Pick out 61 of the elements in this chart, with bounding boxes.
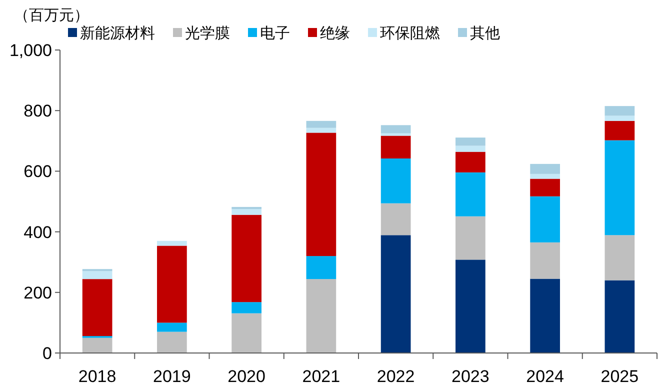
y-tick-label: 400 — [24, 222, 52, 242]
legend-label: 其他 — [470, 25, 500, 42]
bar — [306, 279, 336, 353]
y-tick-label: 800 — [24, 102, 52, 121]
bar — [82, 271, 112, 280]
bar — [380, 235, 411, 353]
bar — [232, 206, 262, 210]
y-tick-label: 1,000 — [9, 40, 52, 60]
bar — [530, 178, 560, 196]
x-tick-label: 2018 — [78, 367, 116, 386]
legend-label: 绝缘 — [320, 25, 350, 42]
x-tick-label: 2020 — [228, 367, 266, 386]
bar — [380, 203, 411, 236]
y-tick-label: 200 — [24, 283, 52, 302]
legend-label: 光学膜 — [185, 25, 230, 42]
bar — [530, 164, 560, 174]
bar — [82, 338, 112, 353]
bar — [306, 128, 336, 133]
bar — [456, 138, 486, 146]
bar — [604, 280, 635, 353]
bar — [82, 279, 112, 336]
x-tick-label: 2019 — [153, 367, 191, 386]
bar — [306, 132, 336, 256]
bar — [157, 246, 187, 323]
bar — [232, 214, 262, 302]
bar — [306, 120, 336, 128]
bar — [604, 116, 635, 121]
bar — [456, 152, 486, 172]
bar — [456, 146, 486, 152]
y-tick-label: 600 — [24, 162, 52, 182]
bar — [604, 106, 635, 116]
bar — [232, 313, 262, 353]
bar — [380, 125, 411, 134]
bar — [232, 209, 262, 215]
bar — [157, 240, 187, 246]
bar — [604, 140, 635, 236]
bar — [380, 158, 411, 204]
bar — [530, 242, 560, 279]
bar — [157, 322, 187, 332]
x-tick-label: 2021 — [302, 367, 340, 386]
legend-label: 环保阻燃 — [380, 25, 440, 42]
bar — [380, 136, 411, 158]
bar — [530, 278, 560, 353]
bar — [530, 196, 560, 242]
x-tick-label: 2023 — [452, 367, 490, 386]
bar — [456, 172, 486, 216]
bar — [530, 174, 560, 179]
legend-label: 电子 — [260, 25, 290, 42]
bar — [456, 216, 486, 260]
legend-label: 新能源材料 — [80, 25, 155, 42]
x-tick-label: 2022 — [376, 367, 415, 386]
bar — [604, 120, 635, 140]
y-axis-title: （百万元） — [14, 7, 89, 24]
bar — [456, 260, 486, 353]
y-tick-label: 0 — [42, 344, 52, 363]
bar — [306, 256, 336, 280]
bar — [157, 332, 187, 353]
x-tick-label: 2024 — [526, 367, 564, 386]
bar — [232, 302, 262, 314]
x-tick-label: 2025 — [600, 367, 639, 386]
bar — [604, 235, 635, 280]
